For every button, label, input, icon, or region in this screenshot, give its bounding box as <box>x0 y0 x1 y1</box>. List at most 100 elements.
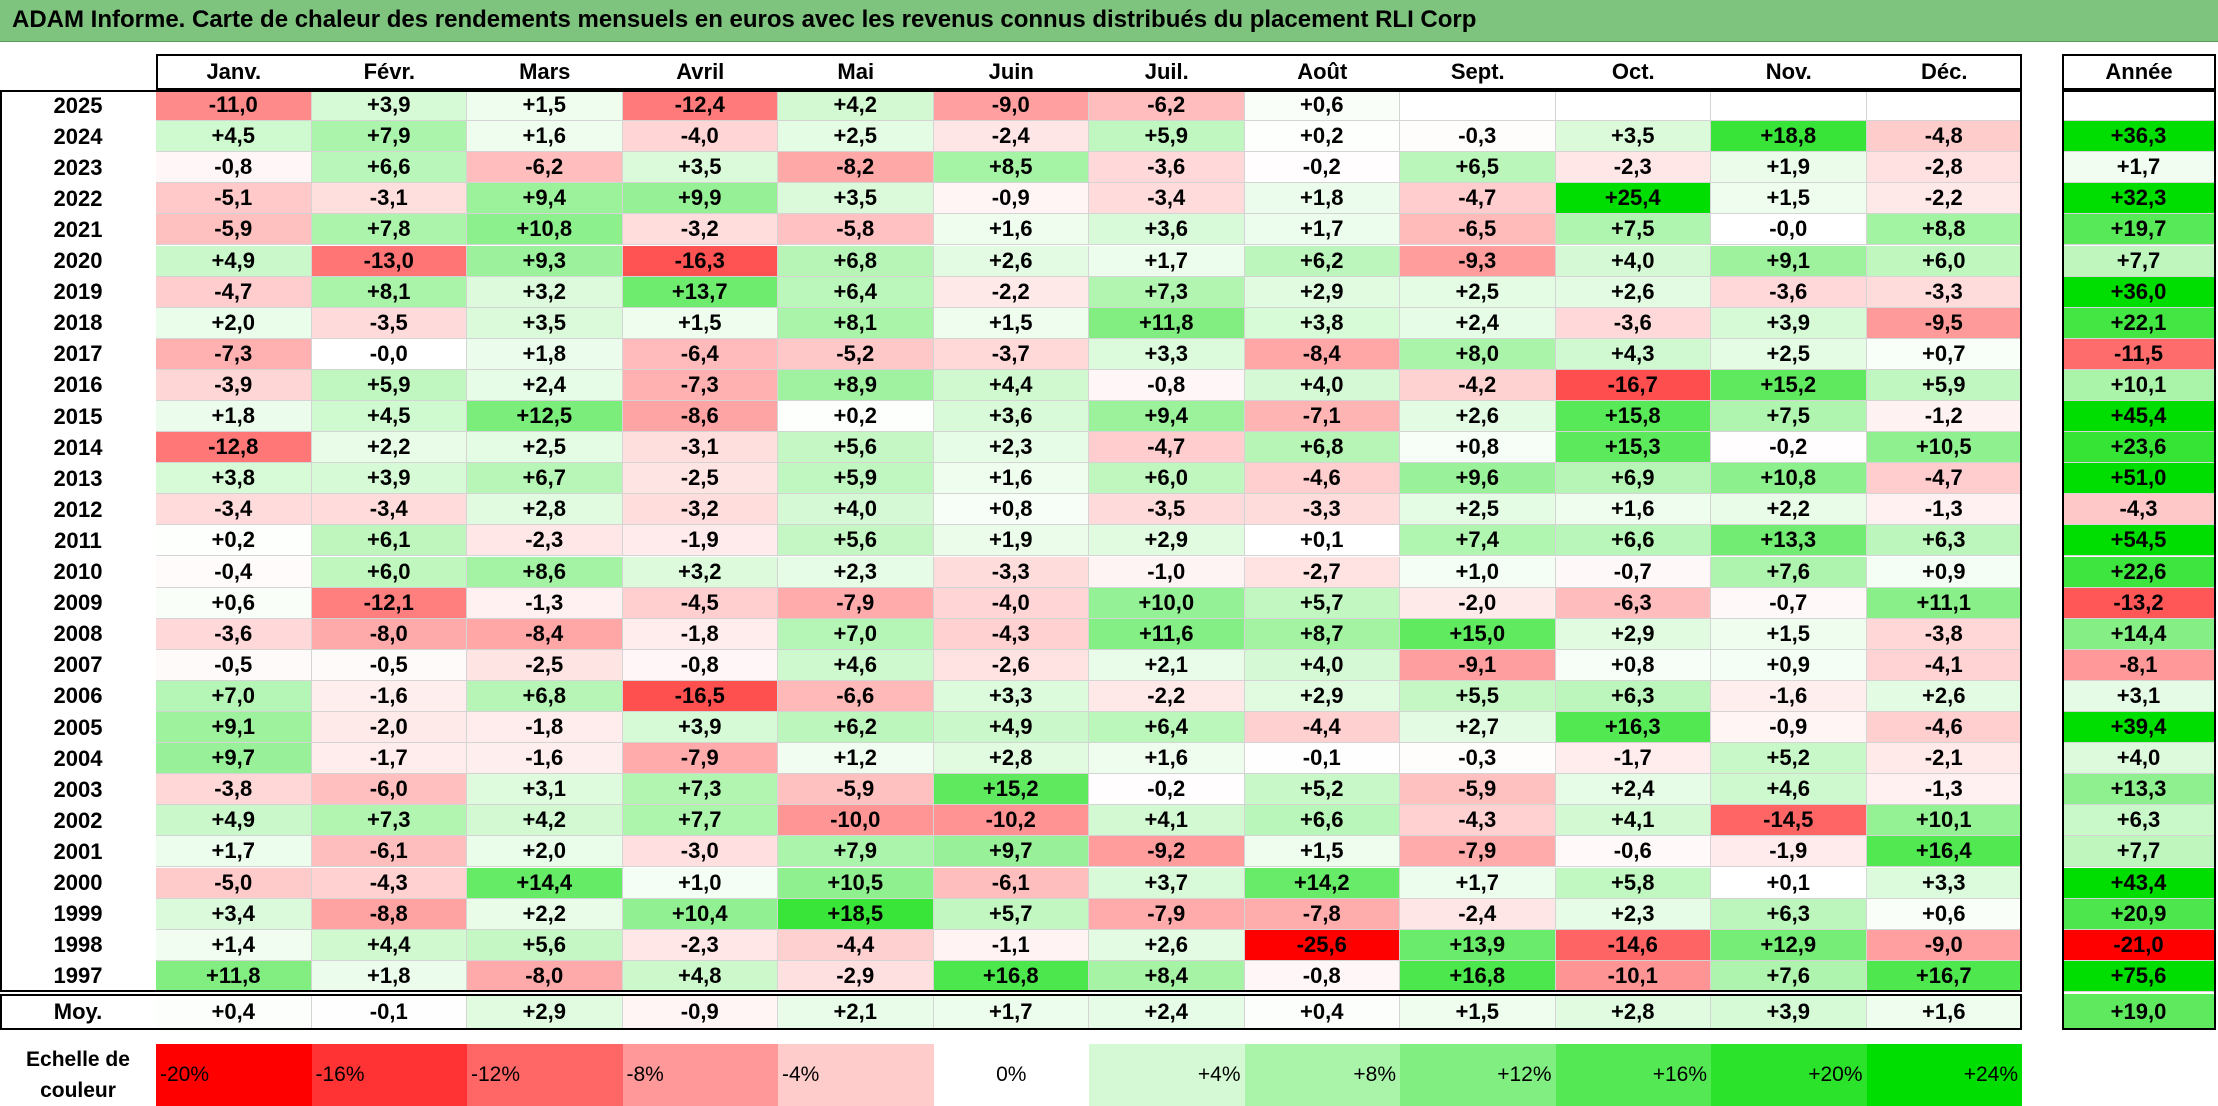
heatmap-cell: +10,1 <box>1866 805 2022 837</box>
annual-cell: +36,0 <box>2062 276 2216 308</box>
heatmap-cell: +1,0 <box>622 867 778 899</box>
heatmap-cell: -5,2 <box>778 338 934 370</box>
column-header-4: Avril <box>622 54 778 90</box>
heatmap-cell: -0,1 <box>1244 743 1400 775</box>
heatmap-cell: +9,4 <box>1089 401 1245 433</box>
heatmap-cell: -3,4 <box>156 494 312 526</box>
average-cell: +0,4 <box>1244 994 1400 1030</box>
heatmap-cell: -0,9 <box>933 183 1089 215</box>
heatmap-cell: +2,6 <box>1089 929 1245 961</box>
heatmap-cell: +4,0 <box>1244 369 1400 401</box>
heatmap-cell: +13,9 <box>1400 929 1556 961</box>
heatmap-cell: +1,5 <box>933 307 1089 339</box>
heatmap-cell: -9,5 <box>1866 307 2022 339</box>
heatmap-cell: +4,5 <box>311 401 467 433</box>
annual-cell: +14,4 <box>2062 618 2216 650</box>
heatmap-cell: -2,4 <box>1400 898 1556 930</box>
heatmap-cell: -4,5 <box>622 587 778 619</box>
heatmap-cell: +6,0 <box>1089 463 1245 495</box>
heatmap-cell: -8,8 <box>311 898 467 930</box>
heatmap-cell: -0,7 <box>1555 556 1711 588</box>
heatmap-cell: -16,5 <box>622 680 778 712</box>
heatmap-cell: -0,2 <box>1711 432 1867 464</box>
heatmap-cell: +4,2 <box>467 805 623 837</box>
heatmap-cell: +1,6 <box>933 214 1089 246</box>
annual-cell: +36,3 <box>2062 121 2216 153</box>
annual-cell: +45,4 <box>2062 401 2216 433</box>
heatmap-cell: -2,2 <box>933 276 1089 308</box>
year-label: 1998 <box>53 932 103 958</box>
year-label: 1999 <box>53 901 103 927</box>
year-label: 2024 <box>53 123 103 149</box>
column-header-9: Sept. <box>1400 54 1556 90</box>
heatmap-cell: +5,9 <box>1089 121 1245 153</box>
color-scale-stop: +24% <box>1866 1044 2022 1106</box>
year-label: 2020 <box>53 248 103 274</box>
average-cell: +0,4 <box>156 994 312 1030</box>
year-label: 2025 <box>53 92 103 118</box>
heatmap-cell: +1,4 <box>156 929 312 961</box>
average-cell: +1,5 <box>1400 994 1556 1030</box>
heatmap-cell: -2,3 <box>1555 152 1711 184</box>
year-label: 2001 <box>53 838 103 864</box>
heatmap-cell: +7,6 <box>1711 960 1867 992</box>
color-scale-stop: -16% <box>311 1044 467 1106</box>
heatmap-cell: +1,0 <box>1400 556 1556 588</box>
heatmap-cell: +7,0 <box>156 680 312 712</box>
heatmap-cell: +1,8 <box>1244 183 1400 215</box>
color-scale-stop: +4% <box>1089 1044 1245 1106</box>
heatmap-cell: +13,3 <box>1711 525 1867 557</box>
heatmap-cell: +3,9 <box>311 463 467 495</box>
heatmap-cell: +10,8 <box>467 214 623 246</box>
heatmap-cell: +0,2 <box>778 401 934 433</box>
color-scale-stop: -12% <box>467 1044 623 1106</box>
heatmap-cell: -7,1 <box>1244 401 1400 433</box>
heatmap-cell: +18,5 <box>778 898 934 930</box>
heatmap-cell: +10,0 <box>1089 587 1245 619</box>
color-scale-stop: 0% <box>933 1044 1089 1106</box>
heatmap-cell: +3,1 <box>467 774 623 806</box>
heatmap-cell: +3,5 <box>467 307 623 339</box>
annual-cell: +51,0 <box>2062 463 2216 495</box>
color-scale-stop: -8% <box>622 1044 778 1106</box>
annual-cell: +3,1 <box>2062 680 2216 712</box>
heatmap-cell: +4,1 <box>1555 805 1711 837</box>
heatmap-cell: +6,0 <box>311 556 467 588</box>
column-header-11: Nov. <box>1711 54 1867 90</box>
heatmap-cell: -3,6 <box>156 618 312 650</box>
heatmap-cell: +9,9 <box>622 183 778 215</box>
heatmap-cell: -2,8 <box>1866 152 2022 184</box>
heatmap-cell: +8,1 <box>311 276 467 308</box>
heatmap-cell: -2,7 <box>1244 556 1400 588</box>
heatmap-cell: +8,5 <box>933 152 1089 184</box>
heatmap-cell: +6,2 <box>778 712 934 744</box>
heatmap-cell: +2,9 <box>1555 618 1711 650</box>
heatmap-cell: +2,1 <box>1089 649 1245 681</box>
heatmap-cell: +5,2 <box>1711 743 1867 775</box>
heatmap-cell: -1,3 <box>1866 494 2022 526</box>
heatmap-cell: +15,0 <box>1400 618 1556 650</box>
heatmap-cell: -3,5 <box>311 307 467 339</box>
heatmap-cell: +9,3 <box>467 245 623 277</box>
heatmap-cell: -2,6 <box>933 649 1089 681</box>
heatmap-cell: -4,7 <box>156 276 312 308</box>
heatmap-cell: +0,6 <box>1866 898 2022 930</box>
heatmap-cell <box>1400 90 1556 122</box>
heatmap-cell: -6,4 <box>622 338 778 370</box>
heatmap-cell: +2,6 <box>1400 401 1556 433</box>
heatmap-cell: +1,6 <box>1555 494 1711 526</box>
heatmap-cell: -9,1 <box>1400 649 1556 681</box>
heatmap-cell: -3,1 <box>311 183 467 215</box>
heatmap-cell: -4,4 <box>1244 712 1400 744</box>
heatmap-cell: -4,3 <box>933 618 1089 650</box>
heatmap-cell: +6,3 <box>1555 680 1711 712</box>
heatmap-cell: -6,5 <box>1400 214 1556 246</box>
column-header-1: Janv. <box>156 54 312 90</box>
heatmap-cell: +3,2 <box>622 556 778 588</box>
heatmap-cell: +2,4 <box>1400 307 1556 339</box>
annual-cell: +43,4 <box>2062 867 2216 899</box>
heatmap-cell: +1,8 <box>311 960 467 992</box>
heatmap-cell: -4,6 <box>1244 463 1400 495</box>
annual-cell: -4,3 <box>2062 494 2216 526</box>
heatmap-cell: -2,2 <box>1089 680 1245 712</box>
